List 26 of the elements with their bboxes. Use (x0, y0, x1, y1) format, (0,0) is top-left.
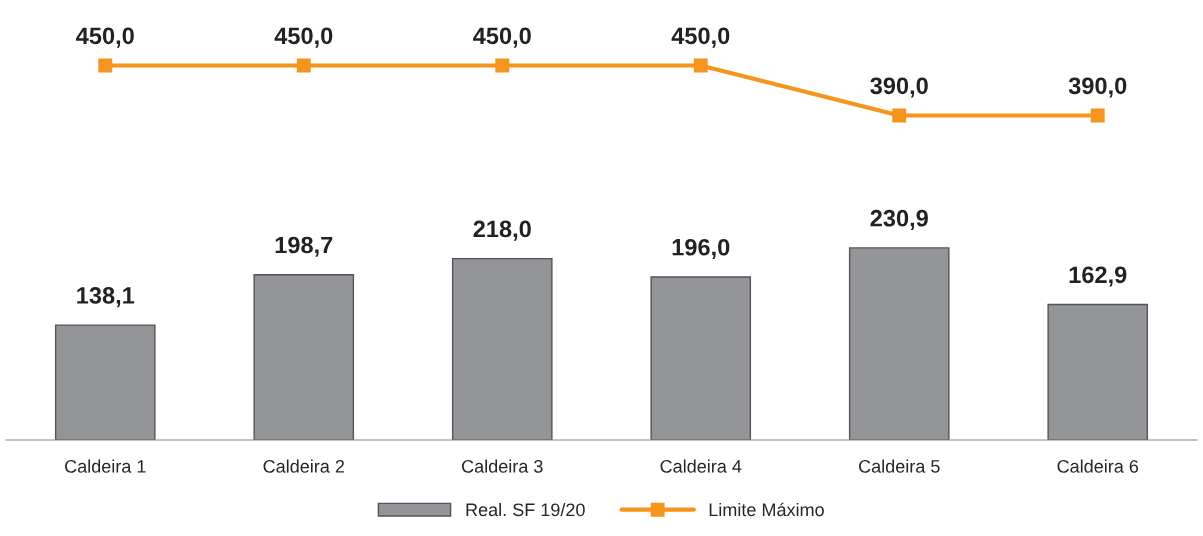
data-label: 450,0 (274, 27, 333, 48)
legend-label: Real. SF 19/20 (466, 502, 585, 517)
bar (253, 273, 355, 441)
data-label: 450,0 (671, 27, 730, 48)
data-label: 390,0 (1068, 77, 1127, 98)
bar (848, 247, 950, 441)
bar (650, 276, 752, 441)
bar (54, 324, 156, 441)
bar (1047, 303, 1149, 441)
data-label: 198,7 (275, 236, 333, 257)
data-label: 138,1 (77, 287, 135, 308)
data-label: 218,0 (473, 220, 531, 241)
data-label: 450,0 (473, 27, 531, 48)
x-tick-label: Caldeira 4 (660, 459, 742, 473)
data-label: 230,9 (870, 209, 928, 230)
data-label: 196,0 (672, 238, 730, 260)
legend-label: Limite Máximo (709, 502, 824, 517)
data-label: 390,0 (870, 77, 928, 98)
x-tick-label: Caldeira 5 (859, 459, 940, 473)
data-label: 450,0 (76, 27, 134, 48)
x-tick-label: Caldeira 2 (263, 459, 344, 473)
data-label: 162,9 (1069, 266, 1127, 287)
x-tick-label: Caldeira 1 (65, 459, 146, 473)
bar (451, 257, 553, 441)
x-tick-label: Caldeira 3 (462, 459, 543, 473)
x-tick-label: Caldeira 6 (1057, 459, 1139, 473)
